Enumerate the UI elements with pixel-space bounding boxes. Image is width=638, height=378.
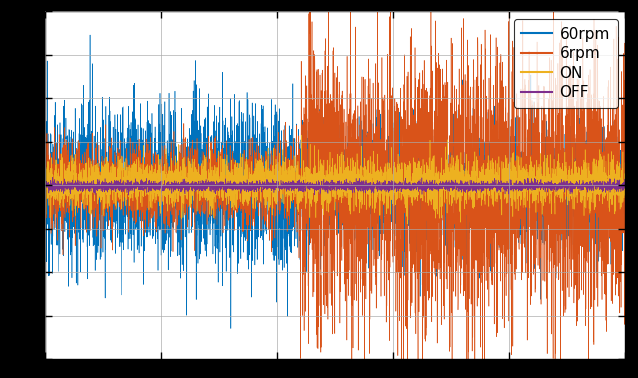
Line: OFF: OFF: [45, 177, 625, 195]
60rpm: [621, 251, 629, 256]
60rpm: [41, 191, 48, 195]
60rpm: [227, 326, 235, 331]
60rpm: [146, 168, 154, 173]
ON: [474, 189, 482, 194]
OFF: [41, 180, 48, 185]
Line: ON: ON: [45, 135, 625, 224]
ON: [41, 157, 48, 161]
Legend: 60rpm, 6rpm, ON, OFF: 60rpm, 6rpm, ON, OFF: [514, 19, 618, 108]
6rpm: [389, 144, 397, 148]
ON: [298, 133, 306, 138]
OFF: [48, 175, 56, 180]
6rpm: [474, 71, 482, 76]
ON: [419, 182, 426, 186]
Line: 60rpm: 60rpm: [45, 35, 625, 328]
ON: [389, 186, 397, 191]
OFF: [621, 176, 629, 181]
ON: [403, 222, 411, 226]
ON: [263, 158, 271, 162]
60rpm: [86, 33, 94, 37]
6rpm: [518, 215, 526, 219]
OFF: [147, 186, 154, 191]
60rpm: [389, 167, 397, 171]
60rpm: [519, 164, 526, 168]
OFF: [124, 193, 132, 197]
60rpm: [419, 180, 426, 184]
6rpm: [41, 176, 48, 180]
OFF: [419, 188, 426, 193]
6rpm: [263, 225, 271, 229]
6rpm: [621, 140, 629, 144]
OFF: [519, 188, 526, 193]
60rpm: [474, 157, 482, 161]
ON: [621, 202, 629, 206]
ON: [146, 199, 154, 203]
6rpm: [146, 156, 154, 161]
60rpm: [263, 144, 271, 149]
Line: 6rpm: 6rpm: [45, 0, 625, 378]
OFF: [263, 177, 271, 182]
6rpm: [419, 195, 426, 200]
OFF: [474, 187, 482, 192]
OFF: [389, 187, 397, 192]
ON: [519, 174, 526, 178]
